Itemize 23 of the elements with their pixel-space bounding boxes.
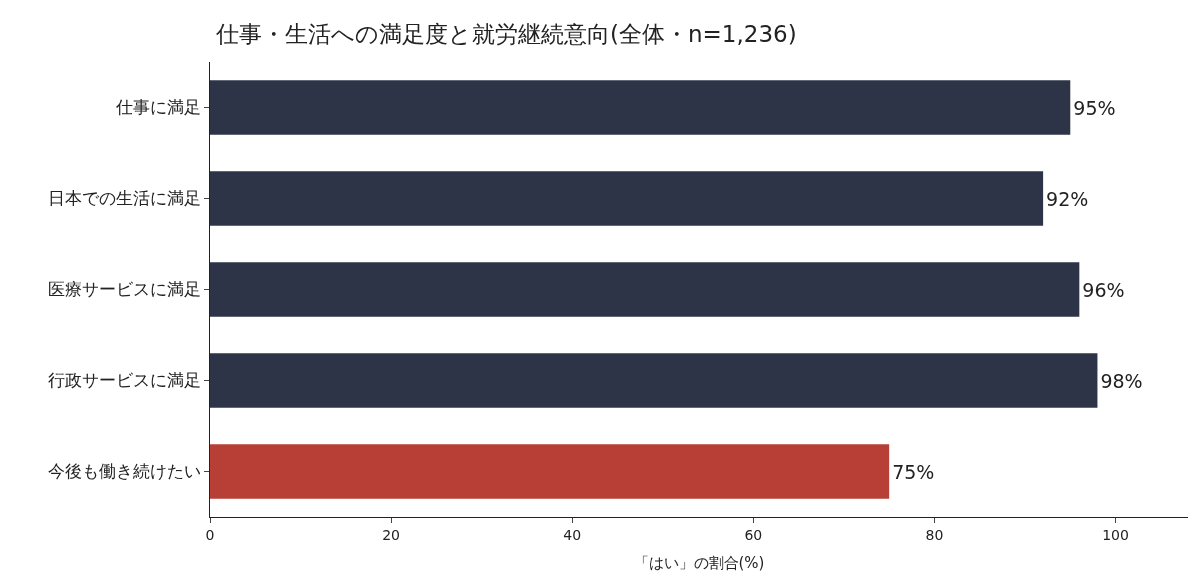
x-tick-label: 80 — [925, 526, 944, 543]
bar — [210, 353, 1098, 408]
x-axis-title: 「はい」の割合(%) — [633, 553, 765, 572]
y-tick-label: 今後も働き続けたい — [47, 461, 201, 482]
bar — [210, 171, 1044, 226]
bar — [210, 80, 1071, 135]
y-tick-label: 医療サービスに満足 — [47, 279, 201, 300]
data-label: 75% — [892, 460, 935, 483]
data-label: 92% — [1046, 187, 1089, 210]
data-label: 96% — [1082, 278, 1125, 301]
bar — [210, 262, 1080, 317]
data-label: 95% — [1073, 96, 1116, 119]
y-tick-label: 仕事に満足 — [114, 97, 201, 118]
x-tick-label: 0 — [205, 526, 215, 543]
bar — [210, 444, 890, 499]
x-tick-label: 100 — [1102, 526, 1129, 543]
y-tick-label: 行政サービスに満足 — [47, 370, 201, 391]
x-tick-label: 20 — [382, 526, 401, 543]
x-tick-label: 40 — [563, 526, 582, 543]
data-label: 98% — [1100, 369, 1143, 392]
chart-title: 仕事・生活への満足度と就労継続意向(全体・n=1,236) — [215, 21, 797, 48]
y-tick-label: 日本での生活に満足 — [47, 188, 201, 209]
x-tick-label: 60 — [744, 526, 763, 543]
